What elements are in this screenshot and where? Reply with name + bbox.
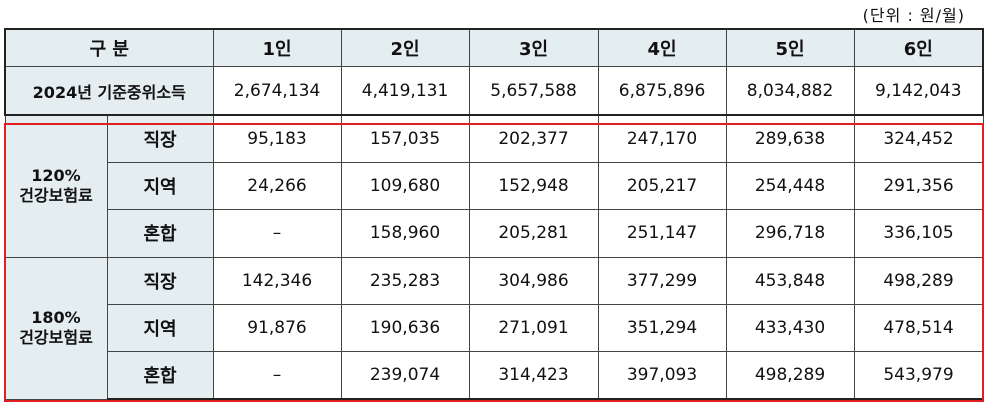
row-label: 지역 — [106, 162, 214, 211]
table-cell: 498,289 — [853, 256, 984, 305]
row-label: 혼합 — [106, 209, 214, 258]
table-cell: 205,217 — [597, 162, 727, 211]
table-cell: 142,346 — [212, 256, 342, 305]
table-cell: – — [212, 209, 342, 258]
row-label: 직장 — [106, 256, 214, 305]
header-corner: 구 분 — [3, 28, 214, 67]
table-cell: 247,170 — [597, 114, 727, 164]
table-cell: 158,960 — [340, 209, 470, 258]
table-row: 지역 24,266 109,680 152,948 205,217 254,44… — [5, 162, 984, 211]
table-row: 180% 건강보험료 직장 142,346 235,283 304,986 37… — [4, 256, 984, 400]
median-income-row: 2024년 기준중위소득 2,674,134 4,419,131 5,657,5… — [3, 66, 985, 117]
row-label: 직장 — [106, 114, 214, 164]
median-cell: 2,674,134 — [212, 66, 342, 117]
table-cell: 478,514 — [853, 303, 984, 352]
group-name: 건강보험료 — [19, 186, 93, 206]
unit-label: (단위 : 원/월) — [862, 6, 965, 25]
median-cell: 8,034,882 — [725, 66, 855, 117]
table-cell: – — [212, 350, 342, 400]
table-cell: 324,452 — [853, 114, 984, 164]
median-cell: 5,657,588 — [468, 66, 599, 117]
table-row: 혼합 – 239,074 314,423 397,093 498,289 543… — [5, 350, 984, 400]
table-cell: 453,848 — [725, 256, 855, 305]
table-cell: 291,356 — [853, 162, 984, 211]
table-cell: 254,448 — [725, 162, 855, 211]
insurance-premium-table: 구 분 1인 2인 3인 4인 5인 6인 2024년 기준중위소득 2,674… — [3, 28, 985, 400]
group-pct: 120% — [31, 166, 81, 186]
col-header-1: 1인 — [212, 28, 342, 67]
group-label-180: 180% 건강보험료 — [4, 256, 108, 400]
table-cell: 95,183 — [212, 114, 342, 164]
table-cell: 157,035 — [340, 114, 470, 164]
table-cell: 314,423 — [468, 350, 599, 400]
table-cell: 351,294 — [597, 303, 727, 352]
table-cell: 336,105 — [853, 209, 984, 258]
col-header-4: 4인 — [597, 28, 727, 67]
table-cell: 433,430 — [725, 303, 855, 352]
col-header-3: 3인 — [468, 28, 599, 67]
col-header-2: 2인 — [340, 28, 470, 67]
median-income-label: 2024년 기준중위소득 — [3, 66, 214, 117]
table-cell: 202,377 — [468, 114, 599, 164]
table-cell: 304,986 — [468, 256, 599, 305]
table-cell: 109,680 — [340, 162, 470, 211]
table-row: 지역 91,876 190,636 271,091 351,294 433,43… — [5, 303, 984, 352]
table-cell: 205,281 — [468, 209, 599, 258]
table-cell: 24,266 — [212, 162, 342, 211]
table-cell: 397,093 — [597, 350, 727, 400]
col-header-5: 5인 — [725, 28, 855, 67]
table-cell: 271,091 — [468, 303, 599, 352]
median-cell: 6,875,896 — [597, 66, 727, 117]
table-cell: 152,948 — [468, 162, 599, 211]
row-label: 지역 — [106, 303, 214, 352]
table-cell: 239,074 — [340, 350, 470, 400]
table-cell: 190,636 — [340, 303, 470, 352]
table-cell: 377,299 — [597, 256, 727, 305]
row-label: 혼합 — [106, 350, 214, 400]
table-cell: 543,979 — [853, 350, 984, 400]
table-row: 혼합 – 158,960 205,281 251,147 296,718 336… — [5, 209, 984, 258]
table-row: 120% 건강보험료 직장 95,183 157,035 202,377 247… — [4, 114, 984, 258]
median-cell: 9,142,043 — [853, 66, 985, 117]
table-cell: 296,718 — [725, 209, 855, 258]
table-cell: 91,876 — [212, 303, 342, 352]
group-name: 건강보험료 — [19, 328, 93, 348]
table-cell: 235,283 — [340, 256, 470, 305]
group-pct: 180% — [31, 308, 81, 328]
group-label-120: 120% 건강보험료 — [4, 114, 108, 258]
table-cell: 251,147 — [597, 209, 727, 258]
table-cell: 289,638 — [725, 114, 855, 164]
header-row: 구 분 1인 2인 3인 4인 5인 6인 — [3, 28, 985, 67]
col-header-6: 6인 — [853, 28, 985, 67]
table-cell: 498,289 — [725, 350, 855, 400]
median-cell: 4,419,131 — [340, 66, 470, 117]
